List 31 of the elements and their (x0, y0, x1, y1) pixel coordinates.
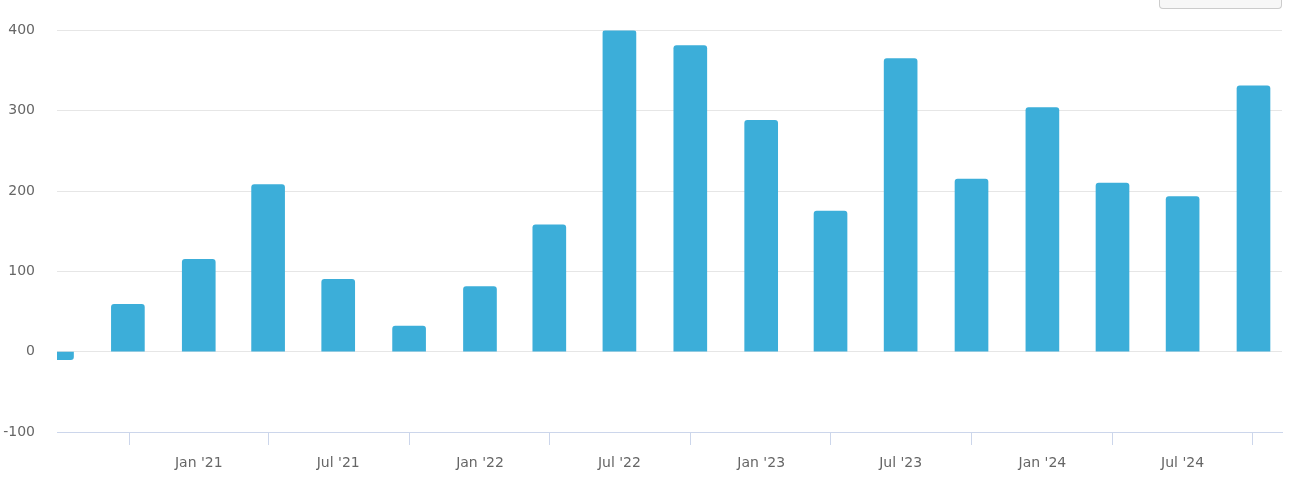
x-tick-label: Jan '24 (1017, 454, 1067, 471)
bar (813, 210, 848, 352)
x-tick-label: Jul '23 (878, 454, 923, 471)
bar (744, 120, 779, 352)
bar (1236, 85, 1271, 352)
x-tick-label: Jan '23 (736, 454, 786, 471)
bar (673, 45, 708, 352)
y-tick-label: 300 (8, 101, 35, 118)
bar (602, 30, 637, 352)
x-tick-label: Jul '21 (315, 454, 360, 471)
bar (321, 279, 356, 352)
y-tick-label: 200 (8, 181, 35, 198)
bar (1165, 196, 1200, 352)
bar (1095, 182, 1130, 352)
bar (883, 58, 918, 352)
x-tick-label: Jul '24 (1160, 454, 1205, 471)
x-tick-label: Jul '22 (596, 454, 641, 471)
bar (1025, 107, 1060, 352)
y-tick-label: 400 (8, 21, 35, 38)
y-tick-label: 100 (8, 262, 35, 278)
bar (954, 178, 989, 352)
bar (392, 325, 426, 352)
bar (532, 224, 567, 352)
bar (181, 258, 216, 352)
bar (111, 303, 145, 352)
y-tick-label: -100 (3, 422, 35, 439)
x-tick-label: Jan '22 (455, 454, 504, 471)
bar (251, 184, 285, 352)
x-tick-label: Jan '21 (173, 454, 223, 471)
y-tick-label: 0 (26, 342, 35, 359)
bar (463, 286, 497, 352)
